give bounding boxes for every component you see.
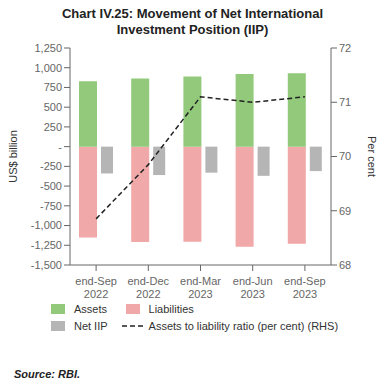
svg-text:-500: -500: [40, 180, 62, 192]
svg-text:end-Sep2022: end-Sep2022: [75, 275, 117, 300]
svg-text:-1,000: -1,000: [31, 219, 62, 231]
svg-text:end-Mar2023: end-Mar2023: [180, 275, 221, 300]
svg-text:end-Jun2023: end-Jun2023: [233, 275, 273, 300]
svg-text:-1,500: -1,500: [31, 259, 62, 271]
html-text:Source: RBI.: Source: RBI.: [14, 368, 80, 380]
html-text:Assets: Assets: [73, 303, 107, 315]
svg-text:72: 72: [339, 42, 351, 54]
svg-text:500: 500: [44, 101, 62, 113]
svg-text:1,250: 1,250: [34, 42, 62, 54]
html-text:Chart IV.25: Movement of Net I: Chart IV.25: Movement of Net Internation…: [62, 6, 323, 21]
svg-text:end-Dec2022: end-Dec2022: [128, 275, 170, 300]
html-text:Assets to liability ratio (per: Assets to liability ratio (per cent) (RH…: [148, 320, 339, 332]
svg-text:-250: -250: [40, 160, 62, 172]
svg-text:250: 250: [44, 121, 62, 133]
svg-text:1,000: 1,000: [34, 62, 62, 74]
svg-text:69: 69: [339, 205, 351, 217]
svg-text:end-Sep2023: end-Sep2023: [284, 275, 326, 300]
svg-text:70: 70: [339, 150, 351, 162]
html-text:Liabilities: Liabilities: [148, 303, 194, 315]
svg-text:750: 750: [44, 81, 62, 93]
svg-text:-750: -750: [40, 200, 62, 212]
svg-text:-: -: [58, 141, 62, 153]
html-text:Investment Position (IIP): Investment Position (IIP): [116, 22, 269, 37]
svg-text:Per cent: Per cent: [366, 136, 377, 177]
svg-text:US$ billion: US$ billion: [8, 130, 19, 183]
svg-text:68: 68: [339, 259, 351, 271]
html-text:Net IIP: Net IIP: [73, 320, 108, 332]
svg-text:71: 71: [339, 96, 351, 108]
svg-text:-1,250: -1,250: [31, 239, 62, 251]
